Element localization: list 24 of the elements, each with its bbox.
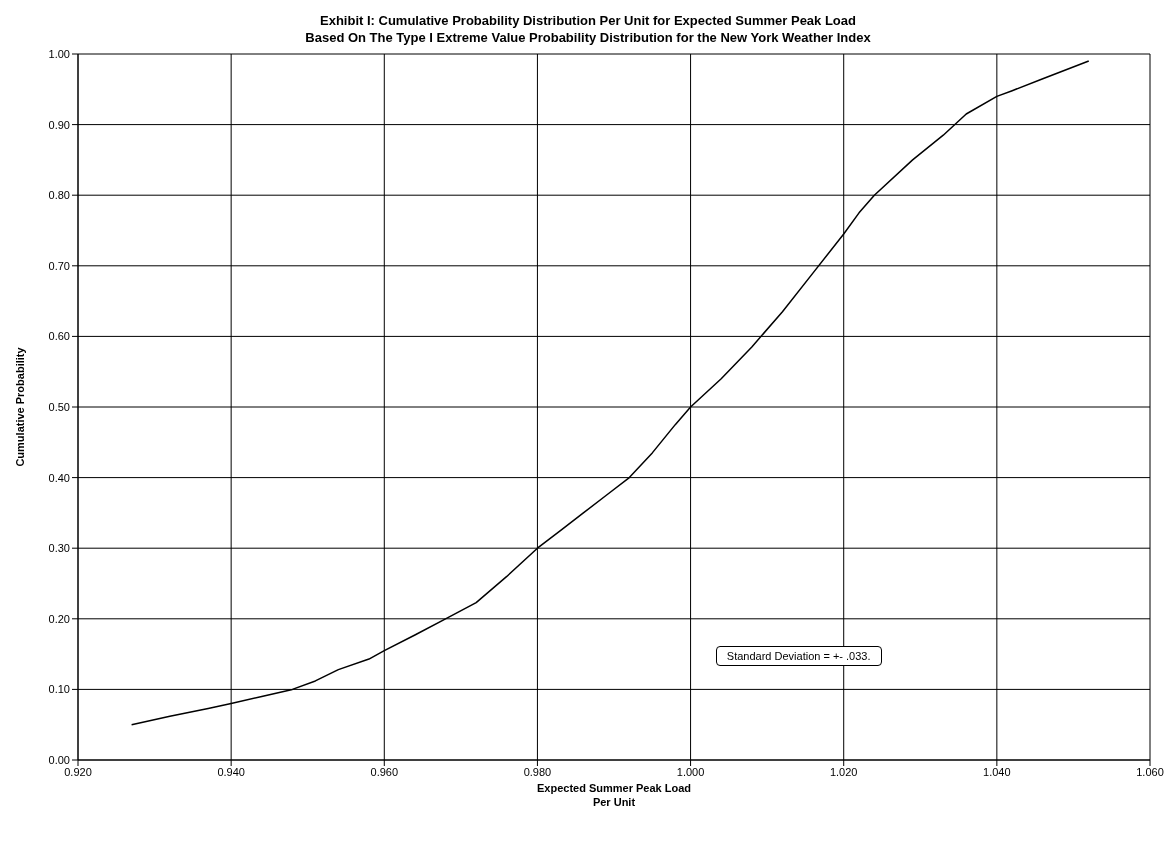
y-tick-label: 0.50 xyxy=(48,400,70,413)
y-tick-label: 0.00 xyxy=(48,753,70,766)
y-tick-label: 1.00 xyxy=(48,47,70,60)
x-tick-label: 0.940 xyxy=(217,765,245,778)
x-tick-label: 1.060 xyxy=(1136,765,1164,778)
chart-title: Exhibit I: Cumulative Probability Distribution Per Unit for Expected Summer Peak Load xyxy=(319,12,857,29)
y-axis-title: Cumulative Probability xyxy=(13,346,26,467)
x-tick-label: 0.980 xyxy=(523,765,552,778)
x-tick-label: 1.000 xyxy=(676,765,705,778)
y-tick-label: 0.70 xyxy=(48,259,70,272)
x-tick-label: 0.920 xyxy=(64,765,92,778)
y-tick-label: 0.60 xyxy=(48,330,70,343)
y-tick-label: 0.20 xyxy=(48,612,70,625)
y-tick-label: 0.80 xyxy=(48,189,70,202)
y-tick-label: 0.30 xyxy=(48,542,70,555)
x-tick-label: 1.020 xyxy=(829,765,858,778)
x-axis-title: Expected Summer Peak Load Per Unit xyxy=(536,782,692,808)
x-tick-label: 1.040 xyxy=(983,765,1011,778)
y-tick-label: 0.90 xyxy=(48,118,70,131)
x-tick-label: 0.960 xyxy=(370,765,399,778)
chart-subtitle: Based On The Type I Extreme Value Probability Distribution for the New York Weather Index xyxy=(304,29,872,46)
y-tick-label: 0.40 xyxy=(48,471,70,484)
annotation: Standard Deviation = +- .033. xyxy=(715,646,882,666)
y-tick-label: 0.10 xyxy=(48,683,70,696)
